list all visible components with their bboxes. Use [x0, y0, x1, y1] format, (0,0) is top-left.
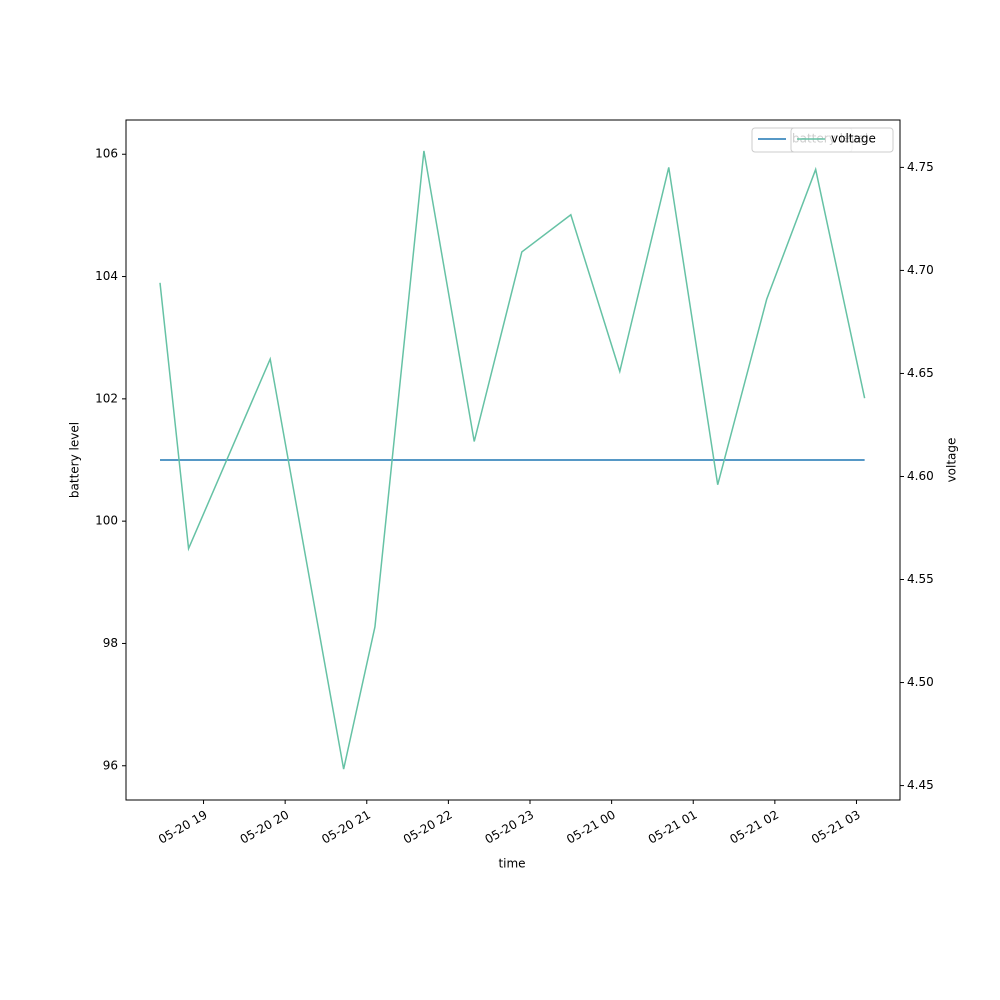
series-line — [159, 150, 866, 770]
x-tick-label: 05-21 03 — [809, 808, 863, 847]
x-tick-label: 05-21 00 — [564, 808, 618, 847]
y2-tick-label: 4.60 — [907, 469, 934, 483]
x-tick-label: 05-21 01 — [646, 808, 700, 847]
y2-tick-label: 4.70 — [907, 263, 934, 277]
y-tick-label: 104 — [95, 269, 118, 283]
y-tick-label: 96 — [103, 758, 118, 772]
x-tick-label: 05-20 20 — [238, 808, 292, 847]
x-tick-label: 05-20 19 — [156, 808, 210, 847]
legend-label: voltage — [831, 132, 876, 146]
y2-tick-label: 4.65 — [907, 366, 934, 380]
y2-tick-label: 4.45 — [907, 778, 934, 792]
x-tick-label: 05-21 02 — [727, 808, 781, 847]
y2-tick-label: 4.50 — [907, 675, 934, 689]
y-tick-label: 100 — [95, 514, 118, 528]
legend-box — [790, 127, 894, 153]
x-tick-label: 05-20 22 — [401, 808, 455, 847]
x-axis-label: time — [498, 857, 525, 871]
y-tick-label: 98 — [103, 636, 118, 650]
y-tick-label: 106 — [95, 147, 118, 161]
y2-tick-label: 4.55 — [907, 572, 934, 586]
y2-tick-label: 4.75 — [907, 160, 934, 174]
x-tick-label: 05-20 23 — [483, 808, 537, 847]
plot-frame — [125, 119, 901, 801]
x-tick-label: 05-20 21 — [319, 808, 373, 847]
y-tick-label: 102 — [95, 391, 118, 405]
y2-axis-label: voltage — [945, 438, 959, 483]
y-axis-label: battery level — [68, 422, 82, 498]
